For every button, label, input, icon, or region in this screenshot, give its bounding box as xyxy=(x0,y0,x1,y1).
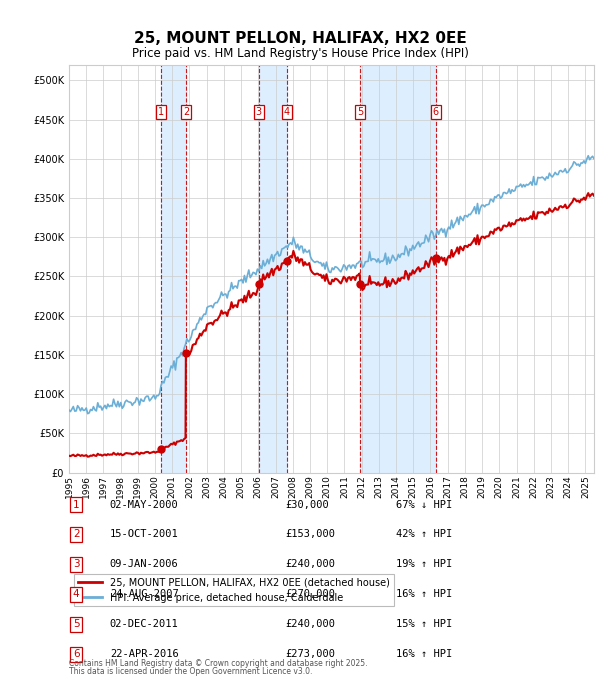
Text: 6: 6 xyxy=(433,107,439,117)
Text: 67% ↓ HPI: 67% ↓ HPI xyxy=(396,500,452,509)
Text: 4: 4 xyxy=(73,590,80,599)
Text: 19% ↑ HPI: 19% ↑ HPI xyxy=(396,560,452,569)
Bar xyxy=(161,65,186,473)
Text: 2: 2 xyxy=(183,107,189,117)
Text: 1: 1 xyxy=(73,500,80,509)
Text: 5: 5 xyxy=(73,619,80,629)
Text: Price paid vs. HM Land Registry's House Price Index (HPI): Price paid vs. HM Land Registry's House … xyxy=(131,46,469,60)
Text: 02-MAY-2000: 02-MAY-2000 xyxy=(110,500,179,509)
Text: 5: 5 xyxy=(357,107,364,117)
Text: Contains HM Land Registry data © Crown copyright and database right 2025.: Contains HM Land Registry data © Crown c… xyxy=(69,659,367,668)
Text: 42% ↑ HPI: 42% ↑ HPI xyxy=(396,530,452,539)
Text: 16% ↑ HPI: 16% ↑ HPI xyxy=(396,649,452,659)
Text: 24-AUG-2007: 24-AUG-2007 xyxy=(110,590,179,599)
Text: 25, MOUNT PELLON, HALIFAX, HX2 0EE: 25, MOUNT PELLON, HALIFAX, HX2 0EE xyxy=(134,31,466,46)
Text: £30,000: £30,000 xyxy=(285,500,329,509)
Legend: 25, MOUNT PELLON, HALIFAX, HX2 0EE (detached house), HPI: Average price, detache: 25, MOUNT PELLON, HALIFAX, HX2 0EE (deta… xyxy=(74,574,394,607)
Text: 3: 3 xyxy=(256,107,262,117)
Text: £153,000: £153,000 xyxy=(285,530,335,539)
Text: 15-OCT-2001: 15-OCT-2001 xyxy=(110,530,179,539)
Text: 4: 4 xyxy=(284,107,290,117)
Bar xyxy=(259,65,287,473)
Text: 22-APR-2016: 22-APR-2016 xyxy=(110,649,179,659)
Bar xyxy=(360,65,436,473)
Text: 02-DEC-2011: 02-DEC-2011 xyxy=(110,619,179,629)
Text: £273,000: £273,000 xyxy=(285,649,335,659)
Text: 3: 3 xyxy=(73,560,80,569)
Text: 1: 1 xyxy=(158,107,164,117)
Text: £240,000: £240,000 xyxy=(285,560,335,569)
Text: 09-JAN-2006: 09-JAN-2006 xyxy=(110,560,179,569)
Text: £270,000: £270,000 xyxy=(285,590,335,599)
Text: This data is licensed under the Open Government Licence v3.0.: This data is licensed under the Open Gov… xyxy=(69,667,313,676)
Text: 2: 2 xyxy=(73,530,80,539)
Text: 15% ↑ HPI: 15% ↑ HPI xyxy=(396,619,452,629)
Text: 6: 6 xyxy=(73,649,80,659)
Text: 16% ↑ HPI: 16% ↑ HPI xyxy=(396,590,452,599)
Text: £240,000: £240,000 xyxy=(285,619,335,629)
